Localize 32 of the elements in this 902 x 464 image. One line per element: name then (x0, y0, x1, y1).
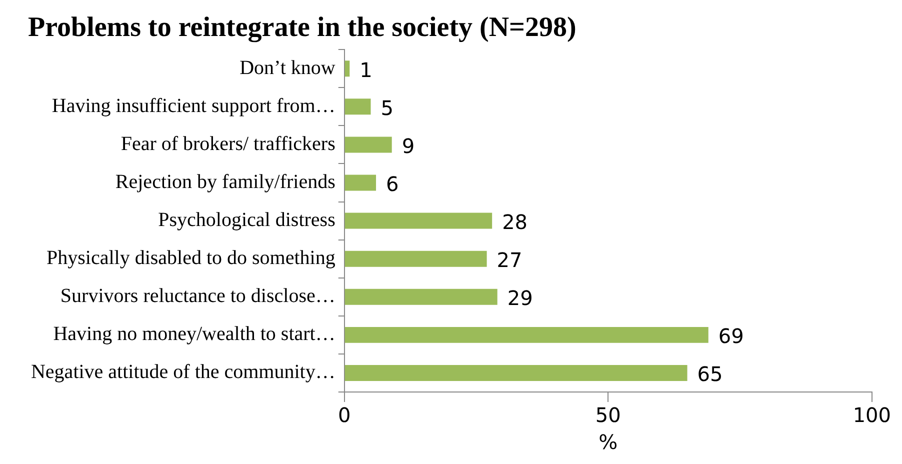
y-tick-label: Negative attitude of the community… (30, 361, 336, 384)
data-label: 69 (718, 324, 744, 348)
data-label: 6 (386, 172, 399, 196)
bar (344, 136, 392, 153)
y-tick-label: Having insufficient support from… (52, 94, 336, 117)
chart-title: Problems to reintegrate in the society (N=298) (28, 12, 576, 44)
bar (344, 60, 350, 77)
bar (344, 326, 708, 343)
y-tick-label: Don’t know (240, 56, 336, 79)
y-tick-label: Having no money/wealth to start… (53, 323, 336, 346)
data-label: 65 (697, 362, 723, 386)
x-tick-label: 100 (852, 403, 892, 428)
y-tick-label: Psychological distress (158, 209, 336, 232)
y-tick-label: Fear of brokers/ traffickers (120, 132, 336, 155)
data-label: 9 (402, 134, 415, 158)
bar (344, 212, 492, 229)
data-label: 27 (496, 248, 522, 272)
bar (344, 174, 376, 191)
x-tick-label: 0 (338, 403, 351, 428)
bar (344, 364, 688, 381)
bar (344, 288, 498, 305)
data-label: 1 (360, 58, 372, 82)
y-tick-label: Survivors reluctance to disclose… (60, 285, 336, 308)
y-tick-label: Physically disabled to do something (46, 247, 336, 270)
bar (344, 98, 371, 115)
bar (344, 250, 487, 267)
data-label: 28 (502, 210, 528, 234)
data-label: 29 (507, 286, 533, 310)
data-label: 5 (380, 96, 394, 120)
y-tick-label: Rejection by family/friends (115, 171, 336, 194)
x-axis-title: % (598, 430, 618, 454)
x-tick-label: 50 (595, 403, 621, 428)
